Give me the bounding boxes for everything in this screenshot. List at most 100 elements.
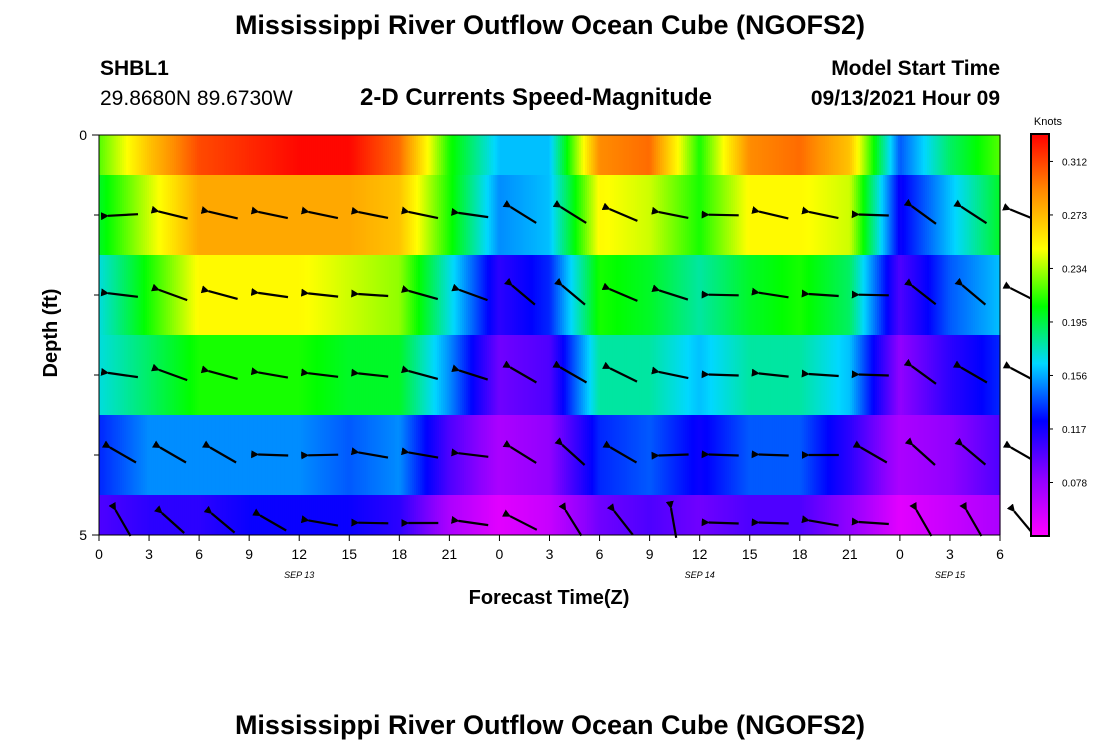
heatmap-cell (639, 495, 642, 535)
heatmap-cell (355, 135, 359, 175)
heatmap-cell (914, 175, 918, 255)
heatmap-cell (662, 255, 665, 335)
heatmap-cell (637, 415, 640, 495)
heatmap-cell (251, 135, 254, 175)
heatmap-cell (566, 335, 569, 415)
heatmap-cell (989, 335, 993, 415)
heatmap-cell (357, 135, 361, 175)
heatmap-cell (916, 175, 920, 255)
heatmap-cell (430, 415, 434, 495)
heatmap-cell (301, 135, 304, 175)
heatmap-cell (557, 415, 561, 495)
heatmap-cell (463, 255, 467, 335)
heatmap-cell (236, 135, 240, 175)
heatmap-cell (601, 335, 605, 415)
heatmap-cell (340, 175, 344, 255)
heatmap-cell (695, 335, 699, 415)
heatmap-cell (174, 415, 177, 495)
heatmap-cell (405, 335, 409, 415)
heatmap-cell (468, 495, 471, 535)
heatmap-cell (781, 175, 784, 255)
heatmap-cell (518, 335, 521, 415)
heatmap-cell (841, 415, 845, 495)
heatmap-cell (445, 255, 448, 335)
heatmap-cell (599, 415, 603, 495)
heatmap-cell (812, 175, 815, 255)
heatmap-cell (280, 495, 284, 535)
heatmap-cell (995, 135, 999, 175)
heatmap-cell (849, 135, 853, 175)
heatmap-cell (111, 415, 115, 495)
heatmap-cell (749, 135, 753, 175)
heatmap-cell (543, 175, 546, 255)
heatmap-cell (407, 335, 411, 415)
heatmap-cell (935, 335, 939, 415)
heatmap-cell (741, 255, 745, 335)
y-axis-title: Depth (ft) (40, 289, 62, 378)
heatmap-cell (739, 255, 742, 335)
heatmap-cell (388, 335, 392, 415)
heatmap-cell (778, 495, 782, 535)
heatmap-cell (228, 135, 231, 175)
heatmap-cell (405, 175, 409, 255)
heatmap-cell (570, 135, 574, 175)
heatmap-cell (616, 255, 619, 335)
heatmap-cell (286, 255, 290, 335)
heatmap-cell (858, 495, 861, 535)
heatmap-cell (207, 335, 211, 415)
current-vector (903, 358, 937, 385)
heatmap-cell (159, 415, 163, 495)
heatmap-cell (234, 175, 238, 255)
current-vector (203, 505, 236, 534)
heatmap-cell (413, 335, 417, 415)
current-vector (851, 210, 889, 219)
heatmap-cell (99, 175, 102, 255)
heatmap-cell (622, 135, 626, 175)
heatmap-cell (979, 255, 982, 335)
heatmap-cell (376, 495, 380, 535)
heatmap-cell (995, 415, 999, 495)
heatmap-cell (432, 495, 436, 535)
heatmap-cell (927, 175, 930, 255)
heatmap-cell (292, 335, 296, 415)
heatmap-cell (799, 175, 803, 255)
heatmap-cell (338, 255, 342, 335)
heatmap-cell (324, 495, 327, 535)
heatmap-cell (201, 335, 204, 415)
heatmap-cell (845, 175, 849, 255)
heatmap-cell (739, 335, 742, 415)
heatmap-cell (991, 175, 995, 255)
heatmap-cell (720, 495, 724, 535)
heatmap-cell (760, 335, 763, 415)
heatmap-cell (582, 335, 586, 415)
heatmap-cell (822, 495, 826, 535)
heatmap-cell (595, 335, 599, 415)
heatmap-cell (843, 255, 847, 335)
heatmap-cell (547, 255, 551, 335)
heatmap-cell (643, 255, 647, 335)
heatmap-cell (997, 135, 1001, 175)
heatmap-cell (203, 495, 206, 535)
heatmap-cell (949, 495, 953, 535)
heatmap-cell (228, 415, 231, 495)
heatmap-cell (755, 495, 759, 535)
heatmap-cell (970, 255, 974, 335)
heatmap-cell (851, 495, 855, 535)
heatmap-cell (887, 135, 891, 175)
heatmap-cell (607, 135, 611, 175)
heatmap-cell (562, 175, 565, 255)
heatmap-cell (530, 415, 534, 495)
heatmap-cell (931, 175, 934, 255)
heatmap-cell (297, 135, 300, 175)
heatmap-cell (555, 335, 559, 415)
heatmap-cell (247, 255, 250, 335)
heatmap-cell (149, 415, 152, 495)
heatmap-cell (760, 255, 763, 335)
heatmap-cell (199, 135, 202, 175)
heatmap-cell (958, 335, 961, 415)
heatmap-cell (551, 135, 555, 175)
heatmap-cell (962, 175, 966, 255)
heatmap-cell (685, 335, 688, 415)
heatmap-cell (144, 135, 148, 175)
current-vector (502, 440, 537, 464)
